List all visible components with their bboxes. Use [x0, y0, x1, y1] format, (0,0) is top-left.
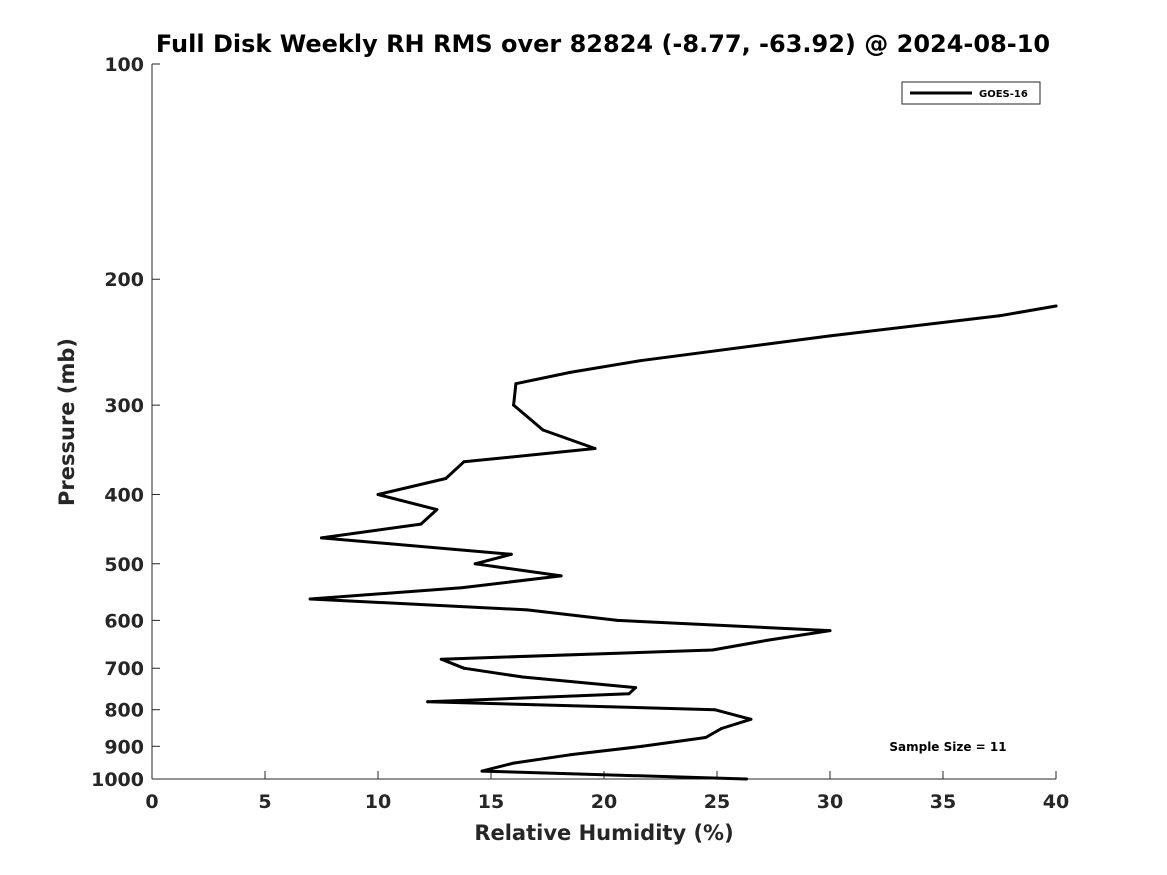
data-point — [512, 761, 516, 765]
data-point — [419, 522, 423, 526]
series-points — [308, 304, 1058, 781]
y-tick-label: 600 — [104, 610, 144, 632]
x-tick-label: 20 — [591, 791, 617, 813]
y-tick-label: 300 — [104, 395, 144, 417]
x-tick-label: 35 — [930, 791, 956, 813]
y-tick-label: 1000 — [91, 769, 144, 791]
data-point — [828, 629, 832, 633]
data-point — [514, 382, 518, 386]
y-tick-label: 900 — [104, 736, 144, 758]
data-point — [473, 562, 477, 566]
data-point — [512, 403, 516, 407]
data-point — [640, 744, 644, 748]
data-point — [462, 666, 466, 670]
data-point — [720, 727, 723, 730]
data-point — [521, 675, 525, 679]
data-point — [711, 648, 714, 652]
x-axis-label: Relative Humidity (%) — [474, 821, 733, 845]
data-point — [525, 608, 529, 612]
chart-title: Full Disk Weekly RH RMS over 82824 (-8.7… — [156, 30, 1050, 58]
x-tick-label: 0 — [145, 791, 158, 813]
data-point — [509, 552, 513, 556]
data-point — [828, 334, 832, 338]
y-tick-label: 500 — [104, 554, 144, 576]
data-point — [627, 692, 631, 696]
data-point — [376, 493, 380, 496]
data-point — [1054, 304, 1058, 308]
y-tick-label: 700 — [104, 658, 144, 680]
data-point — [559, 574, 563, 578]
series-line-goes16 — [308, 304, 1058, 781]
data-point — [444, 477, 448, 480]
sample-size-annotation: Sample Size = 11 — [889, 740, 1006, 754]
x-tick-label: 5 — [258, 791, 271, 813]
data-point — [998, 314, 1001, 318]
data-point — [462, 460, 466, 464]
x-tick-label: 40 — [1043, 791, 1069, 813]
x-tick-label: 10 — [365, 791, 391, 813]
legend: GOES-16 — [901, 81, 1041, 105]
data-point — [541, 428, 545, 432]
data-point — [435, 508, 439, 512]
y-tick-label: 800 — [104, 700, 144, 722]
y-axis-ticks: 100 200 300 400 500 600 700 800 900 1000 — [91, 54, 160, 791]
data-point — [744, 777, 748, 781]
data-point — [593, 447, 597, 450]
plot-area — [152, 64, 1056, 779]
x-tick-label: 30 — [817, 791, 843, 813]
legend-label-goes16: GOES-16 — [979, 89, 1028, 100]
data-point — [308, 597, 312, 601]
data-point — [426, 700, 430, 704]
data-point — [765, 638, 769, 642]
data-point — [460, 586, 464, 590]
x-tick-label: 25 — [704, 791, 730, 813]
data-point — [480, 769, 484, 773]
data-point — [568, 753, 572, 757]
data-point — [439, 657, 443, 661]
x-axis-ticks: 0 5 10 15 20 25 30 35 40 — [145, 771, 1069, 813]
y-axis-label: Pressure (mb) — [55, 338, 79, 506]
data-point — [616, 618, 620, 622]
y-tick-label: 200 — [104, 269, 144, 291]
data-point — [568, 370, 572, 374]
data-point — [704, 736, 708, 739]
y-tick-label: 400 — [104, 484, 144, 506]
data-point — [713, 708, 717, 712]
data-point — [749, 717, 753, 721]
data-point — [638, 359, 642, 363]
data-point — [634, 686, 638, 690]
data-point — [320, 536, 323, 540]
y-tick-label: 100 — [104, 54, 144, 76]
x-tick-label: 15 — [478, 791, 504, 813]
